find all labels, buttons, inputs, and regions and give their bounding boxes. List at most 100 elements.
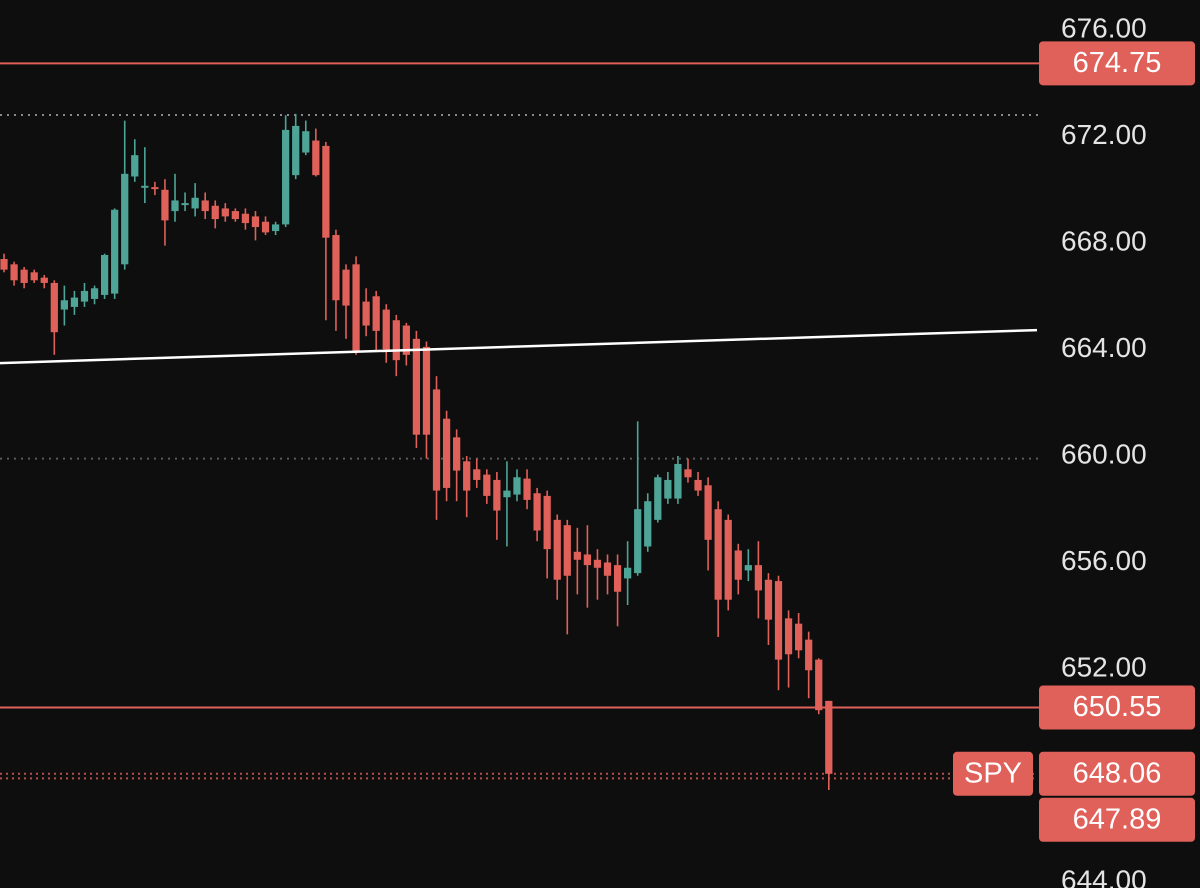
candle-body	[523, 478, 531, 500]
candle-body	[201, 200, 209, 212]
candle-body	[80, 290, 89, 302]
candle-body	[493, 479, 501, 511]
candle-body	[432, 389, 441, 491]
candle-body	[664, 479, 672, 499]
price-tag-label: 648.06	[1073, 757, 1162, 789]
candle-body	[563, 525, 571, 576]
candle-body	[241, 213, 250, 224]
price-tags: 674.75 650.55 648.06 SPY 647.89	[953, 41, 1195, 842]
candle-body	[473, 469, 481, 480]
candle-body	[825, 700, 833, 774]
price-tag	[1039, 41, 1195, 86]
overlay	[0, 328, 1038, 365]
candle-body	[141, 185, 149, 188]
candles	[0, 113, 833, 791]
price-tag-label: 674.75	[1073, 47, 1162, 79]
candle-body	[412, 338, 421, 435]
candle-body	[20, 269, 28, 283]
candle-body	[151, 187, 159, 190]
candle-body	[442, 418, 451, 488]
price-axis: 676.00 672.00 668.00 664.00 660.00 656.00 652.…	[1061, 12, 1147, 888]
y-tick-label: 660.00	[1061, 438, 1147, 469]
candle-body	[312, 140, 320, 176]
candle-body	[764, 579, 773, 620]
y-tick-label: 668.00	[1061, 225, 1147, 256]
candle-body	[161, 189, 169, 221]
candle-body	[734, 550, 742, 580]
candle-body	[372, 296, 380, 331]
candle-body	[543, 495, 551, 550]
candle-body	[322, 145, 330, 238]
candle-body	[624, 567, 632, 579]
candle-body	[483, 474, 491, 496]
candle-body	[603, 562, 612, 576]
candle-body	[553, 519, 561, 580]
candle-body	[774, 581, 783, 660]
candle-body	[302, 131, 310, 153]
trendline	[0, 328, 1038, 365]
candle-body	[70, 297, 79, 307]
price-tag	[1039, 797, 1195, 842]
y-tick-label: 656.00	[1061, 545, 1147, 576]
price-tag-label: 650.55	[1073, 691, 1162, 723]
candle-body	[634, 509, 642, 574]
candle-body	[654, 477, 662, 520]
candle-body	[805, 639, 813, 671]
candle-body	[503, 490, 511, 498]
candle-body	[513, 477, 521, 495]
candle-body	[583, 554, 592, 566]
candle-body	[714, 509, 722, 600]
candle-body	[251, 216, 260, 228]
candle-body	[292, 125, 300, 176]
candle-body	[231, 211, 239, 220]
candle-body	[704, 485, 712, 540]
candle-body	[815, 659, 823, 711]
candle-body	[30, 272, 38, 281]
candle-body	[593, 559, 602, 568]
y-tick-label: 644.00	[1061, 864, 1147, 888]
price-tag	[1039, 685, 1195, 730]
candle-body	[181, 203, 189, 206]
candle-body	[0, 259, 8, 270]
candle-body	[282, 129, 290, 225]
price-tag-label: 647.89	[1073, 803, 1162, 835]
y-tick-label: 664.00	[1061, 332, 1147, 363]
candle-body	[724, 519, 732, 600]
candle-body	[60, 300, 68, 310]
candle-body	[613, 565, 622, 592]
candle-body	[784, 618, 793, 655]
candle-body	[402, 325, 410, 355]
candle-body	[111, 209, 119, 294]
candle-body	[90, 288, 99, 299]
candle-body	[221, 208, 229, 217]
candle-body	[794, 623, 803, 651]
price-tag	[1039, 751, 1195, 796]
candle-body	[261, 221, 270, 233]
symbol-tag	[953, 751, 1033, 796]
candle-body	[754, 565, 763, 591]
candle-body	[392, 320, 400, 361]
candle-body	[332, 235, 340, 301]
candle-body	[382, 309, 390, 350]
candle-body	[453, 437, 461, 471]
candle-body	[362, 301, 370, 326]
candle-body	[352, 264, 360, 351]
y-tick-label: 672.00	[1061, 119, 1147, 150]
candle-body	[211, 205, 219, 220]
candle-body	[171, 200, 179, 212]
candle-body	[131, 155, 139, 177]
candle-body	[533, 493, 541, 531]
candle-body	[50, 282, 58, 333]
y-tick-label: 652.00	[1061, 651, 1147, 682]
candle-body	[573, 551, 581, 560]
candle-body	[40, 277, 48, 283]
candle-body	[271, 224, 280, 232]
candle-body	[684, 469, 692, 478]
symbol-label: SPY	[964, 757, 1022, 789]
candle-body	[674, 463, 682, 499]
levels	[0, 62, 1039, 780]
candle-body	[422, 346, 431, 435]
